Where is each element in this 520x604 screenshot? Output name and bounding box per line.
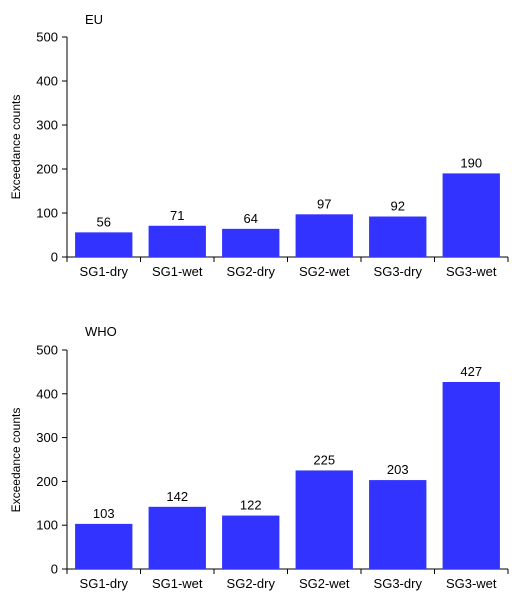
chart-eu: EU Exceedance counts 0 100 200 300 400 500 56 S… [9,12,509,279]
y-tick-label: 300 [36,118,58,133]
x-tick-label: SG3-dry [374,264,423,279]
data-label: 122 [240,498,262,513]
bar-sg1-dry [75,523,133,569]
y-tick-label: 500 [36,343,58,358]
bar-sg1-dry [75,232,133,257]
y-tick-label: 300 [36,430,58,445]
data-label: 203 [387,462,409,477]
data-label: 103 [93,506,115,521]
chart-title: EU [85,12,103,27]
bar-sg3-dry [369,480,427,569]
chart-title: WHO [85,324,117,339]
data-label: 92 [391,199,405,214]
y-tick-label: 100 [36,518,58,533]
bar-sg2-wet [295,214,353,257]
bar-sg3-dry [369,216,427,257]
x-tick-label: SG2-dry [227,576,276,591]
data-label: 64 [244,211,258,226]
x-tick-label: SG2-wet [299,576,350,591]
y-tick-label: 500 [36,30,58,45]
x-tick-label: SG1-dry [80,264,129,279]
bar-sg2-dry [222,515,280,569]
bar-sg2-wet [295,470,353,569]
y-tick-label: 0 [51,562,58,577]
y-tick-label: 0 [51,250,58,265]
data-label: 427 [460,364,482,379]
data-label: 71 [170,208,184,223]
bar-sg3-wet [442,173,500,257]
y-tick-label: 200 [36,474,58,489]
bar-sg2-dry [222,228,280,257]
x-tick-label: SG1-wet [152,576,203,591]
chart-who: WHO Exceedance counts 0 100 200 300 400 500 10… [9,324,509,591]
bar-sg3-wet [442,381,500,569]
x-tick-label: SG3-dry [374,576,423,591]
bar-sg1-wet [148,225,206,257]
bar-sg1-wet [148,506,206,569]
x-tick-label: SG2-dry [227,264,276,279]
y-tick-label: 200 [36,162,58,177]
x-tick-label: SG2-wet [299,264,350,279]
x-tick-label: SG3-wet [446,576,497,591]
data-label: 225 [313,452,335,467]
y-tick-label: 400 [36,74,58,89]
data-label: 97 [317,196,331,211]
x-tick-label: SG3-wet [446,264,497,279]
data-label: 190 [460,155,482,170]
x-tick-label: SG1-wet [152,264,203,279]
y-tick-label: 100 [36,206,58,221]
data-label: 56 [97,214,111,229]
y-axis-label: Exceedance counts [9,95,23,200]
y-tick-label: 400 [36,386,58,401]
y-axis-label: Exceedance counts [9,408,23,513]
x-tick-label: SG1-dry [80,576,129,591]
data-label: 142 [166,489,188,504]
